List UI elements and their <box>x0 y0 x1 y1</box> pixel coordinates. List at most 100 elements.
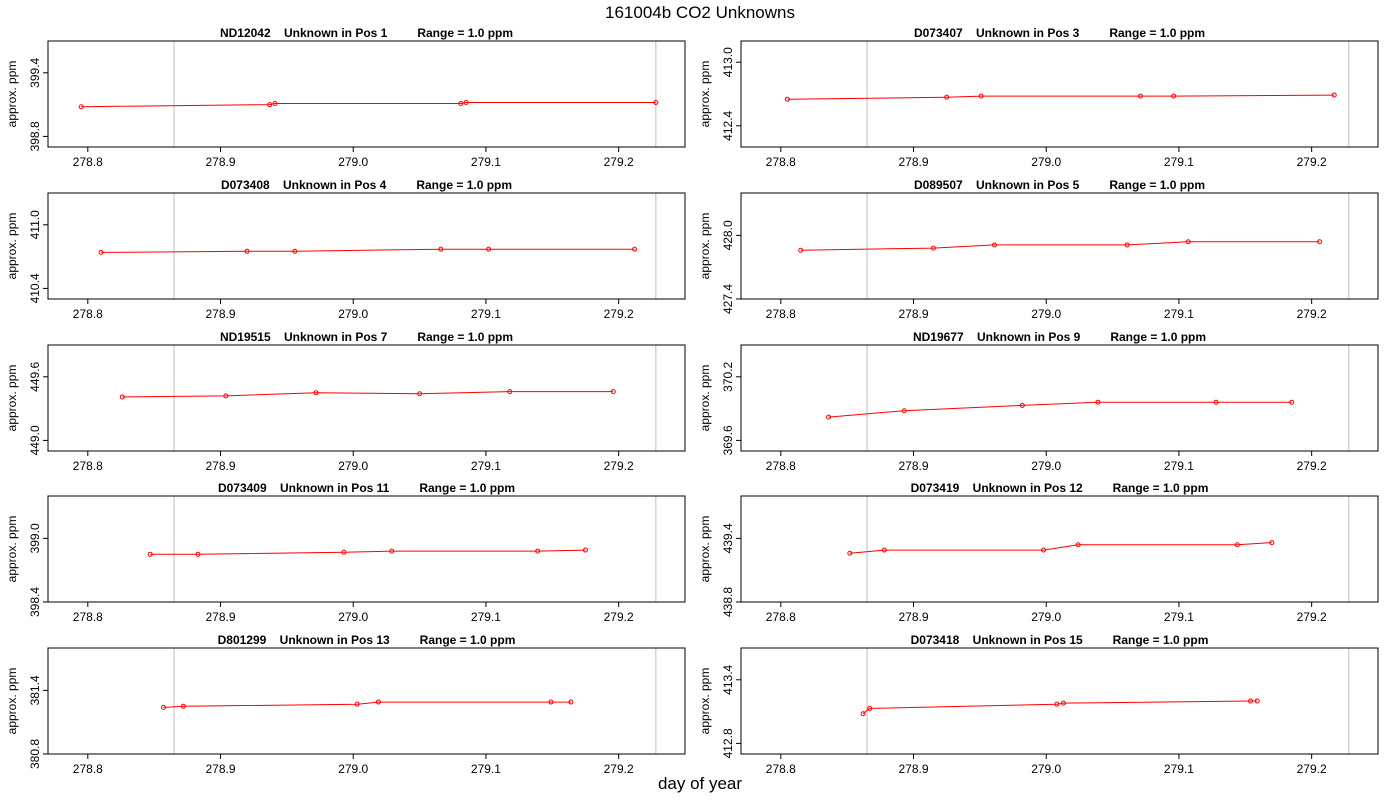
y-axis-label: approx. ppm <box>698 365 712 432</box>
x-tick-label: 279.2 <box>1297 155 1327 169</box>
plot-frame <box>47 344 686 452</box>
panel-2: D073407 Unknown in Pos 3 Range = 1.0 ppm… <box>698 26 1379 169</box>
data-point <box>826 414 832 420</box>
x-tick-label: 279.2 <box>1297 459 1327 473</box>
data-point <box>1054 701 1060 707</box>
data-point <box>1041 547 1047 553</box>
data-point <box>195 551 201 557</box>
x-tick-label: 279.1 <box>471 155 501 169</box>
x-tick-label: 279.2 <box>604 155 634 169</box>
data-point <box>463 99 469 105</box>
data-point <box>1254 698 1260 704</box>
data-point <box>1248 698 1254 704</box>
data-point <box>860 711 866 717</box>
data-point <box>147 551 153 557</box>
y-axis-label: approx. ppm <box>5 668 19 735</box>
x-tick-label: 279.0 <box>338 155 368 169</box>
x-tick-label: 279.2 <box>604 762 634 776</box>
data-point <box>507 389 513 395</box>
x-tick-label: 279.1 <box>1164 307 1194 321</box>
data-point <box>1289 399 1295 405</box>
x-tick-label: 279.0 <box>1031 307 1061 321</box>
x-tick-label: 279.1 <box>1164 155 1194 169</box>
data-point <box>375 699 381 705</box>
data-point <box>1019 402 1025 408</box>
panel-title: ND19515 Unknown in Pos 7 Range = 1.0 ppm <box>220 330 513 344</box>
x-tick-label: 278.8 <box>73 762 103 776</box>
y-tick-label: 370.2 <box>721 361 735 391</box>
x-tick-label: 278.8 <box>73 155 103 169</box>
data-point <box>582 547 588 553</box>
y-tick-label: 428.0 <box>721 220 735 250</box>
series-line <box>122 391 614 398</box>
x-tick-label: 278.8 <box>73 459 103 473</box>
plot-frame <box>47 647 686 755</box>
x-tick-label: 278.9 <box>206 155 236 169</box>
data-point <box>267 102 273 108</box>
x-tick-label: 278.9 <box>899 155 929 169</box>
series-line <box>849 542 1272 554</box>
y-tick-label: 439.4 <box>721 523 735 553</box>
series-line <box>787 94 1335 100</box>
panel-title: D073419 Unknown in Pos 12 Range = 1.0 pp… <box>911 481 1209 495</box>
y-tick-label: 413.0 <box>721 47 735 77</box>
data-point <box>1317 239 1323 245</box>
y-tick-label: 411.0 <box>28 210 42 239</box>
x-tick-label: 279.2 <box>604 307 634 321</box>
y-tick-label: 410.4 <box>28 273 42 303</box>
plot-frame <box>47 192 686 300</box>
series-line <box>150 549 586 555</box>
y-axis-label: approx. ppm <box>5 61 19 128</box>
panel-10: D073418 Unknown in Pos 15 Range = 1.0 pp… <box>698 633 1379 776</box>
panel-title: D801299 Unknown in Pos 13 Range = 1.0 pp… <box>218 633 516 647</box>
data-point <box>180 703 186 709</box>
x-axis-label: day of year <box>657 774 743 793</box>
x-tick-label: 279.2 <box>604 610 634 624</box>
data-point <box>1185 239 1191 245</box>
y-tick-label: 449.0 <box>28 425 42 455</box>
data-point <box>417 391 423 397</box>
data-point <box>535 548 541 554</box>
y-axis-label: approx. ppm <box>5 213 19 280</box>
x-tick-label: 278.9 <box>206 307 236 321</box>
data-point <box>1137 93 1143 99</box>
x-tick-label: 278.9 <box>899 307 929 321</box>
x-tick-label: 279.0 <box>338 610 368 624</box>
y-axis-label: approx. ppm <box>698 213 712 280</box>
x-tick-label: 279.1 <box>1164 459 1194 473</box>
y-tick-label: 381.4 <box>28 675 42 705</box>
x-tick-label: 279.2 <box>1297 762 1327 776</box>
x-tick-label: 279.0 <box>338 307 368 321</box>
plot-frame <box>740 40 1379 148</box>
plot-frame <box>47 40 686 148</box>
data-point <box>341 549 347 555</box>
data-point <box>1213 399 1219 405</box>
chart-main-title: 161004b CO2 Unknowns <box>605 3 795 22</box>
x-tick-label: 279.2 <box>1297 307 1327 321</box>
data-point <box>244 248 250 254</box>
data-point <box>458 101 464 107</box>
data-point <box>930 245 936 251</box>
data-point <box>1075 542 1081 548</box>
x-tick-label: 278.9 <box>899 762 929 776</box>
x-tick-label: 278.8 <box>73 307 103 321</box>
y-tick-label: 399.4 <box>28 57 42 87</box>
data-point <box>438 246 444 252</box>
x-tick-label: 279.1 <box>471 762 501 776</box>
data-point <box>1331 92 1337 98</box>
x-tick-label: 279.1 <box>471 459 501 473</box>
x-tick-label: 278.8 <box>766 307 796 321</box>
plot-frame <box>740 344 1379 452</box>
x-tick-label: 279.0 <box>338 459 368 473</box>
data-point <box>223 393 229 399</box>
x-tick-label: 278.8 <box>766 155 796 169</box>
data-point <box>119 394 125 400</box>
data-point <box>548 699 554 705</box>
data-point <box>354 701 360 707</box>
data-point <box>991 242 997 248</box>
data-point <box>98 249 104 255</box>
y-tick-label: 449.6 <box>28 361 42 391</box>
data-point <box>1171 93 1177 99</box>
panel-title: D073408 Unknown in Pos 4 Range = 1.0 ppm <box>221 178 512 192</box>
data-point <box>1269 540 1275 546</box>
